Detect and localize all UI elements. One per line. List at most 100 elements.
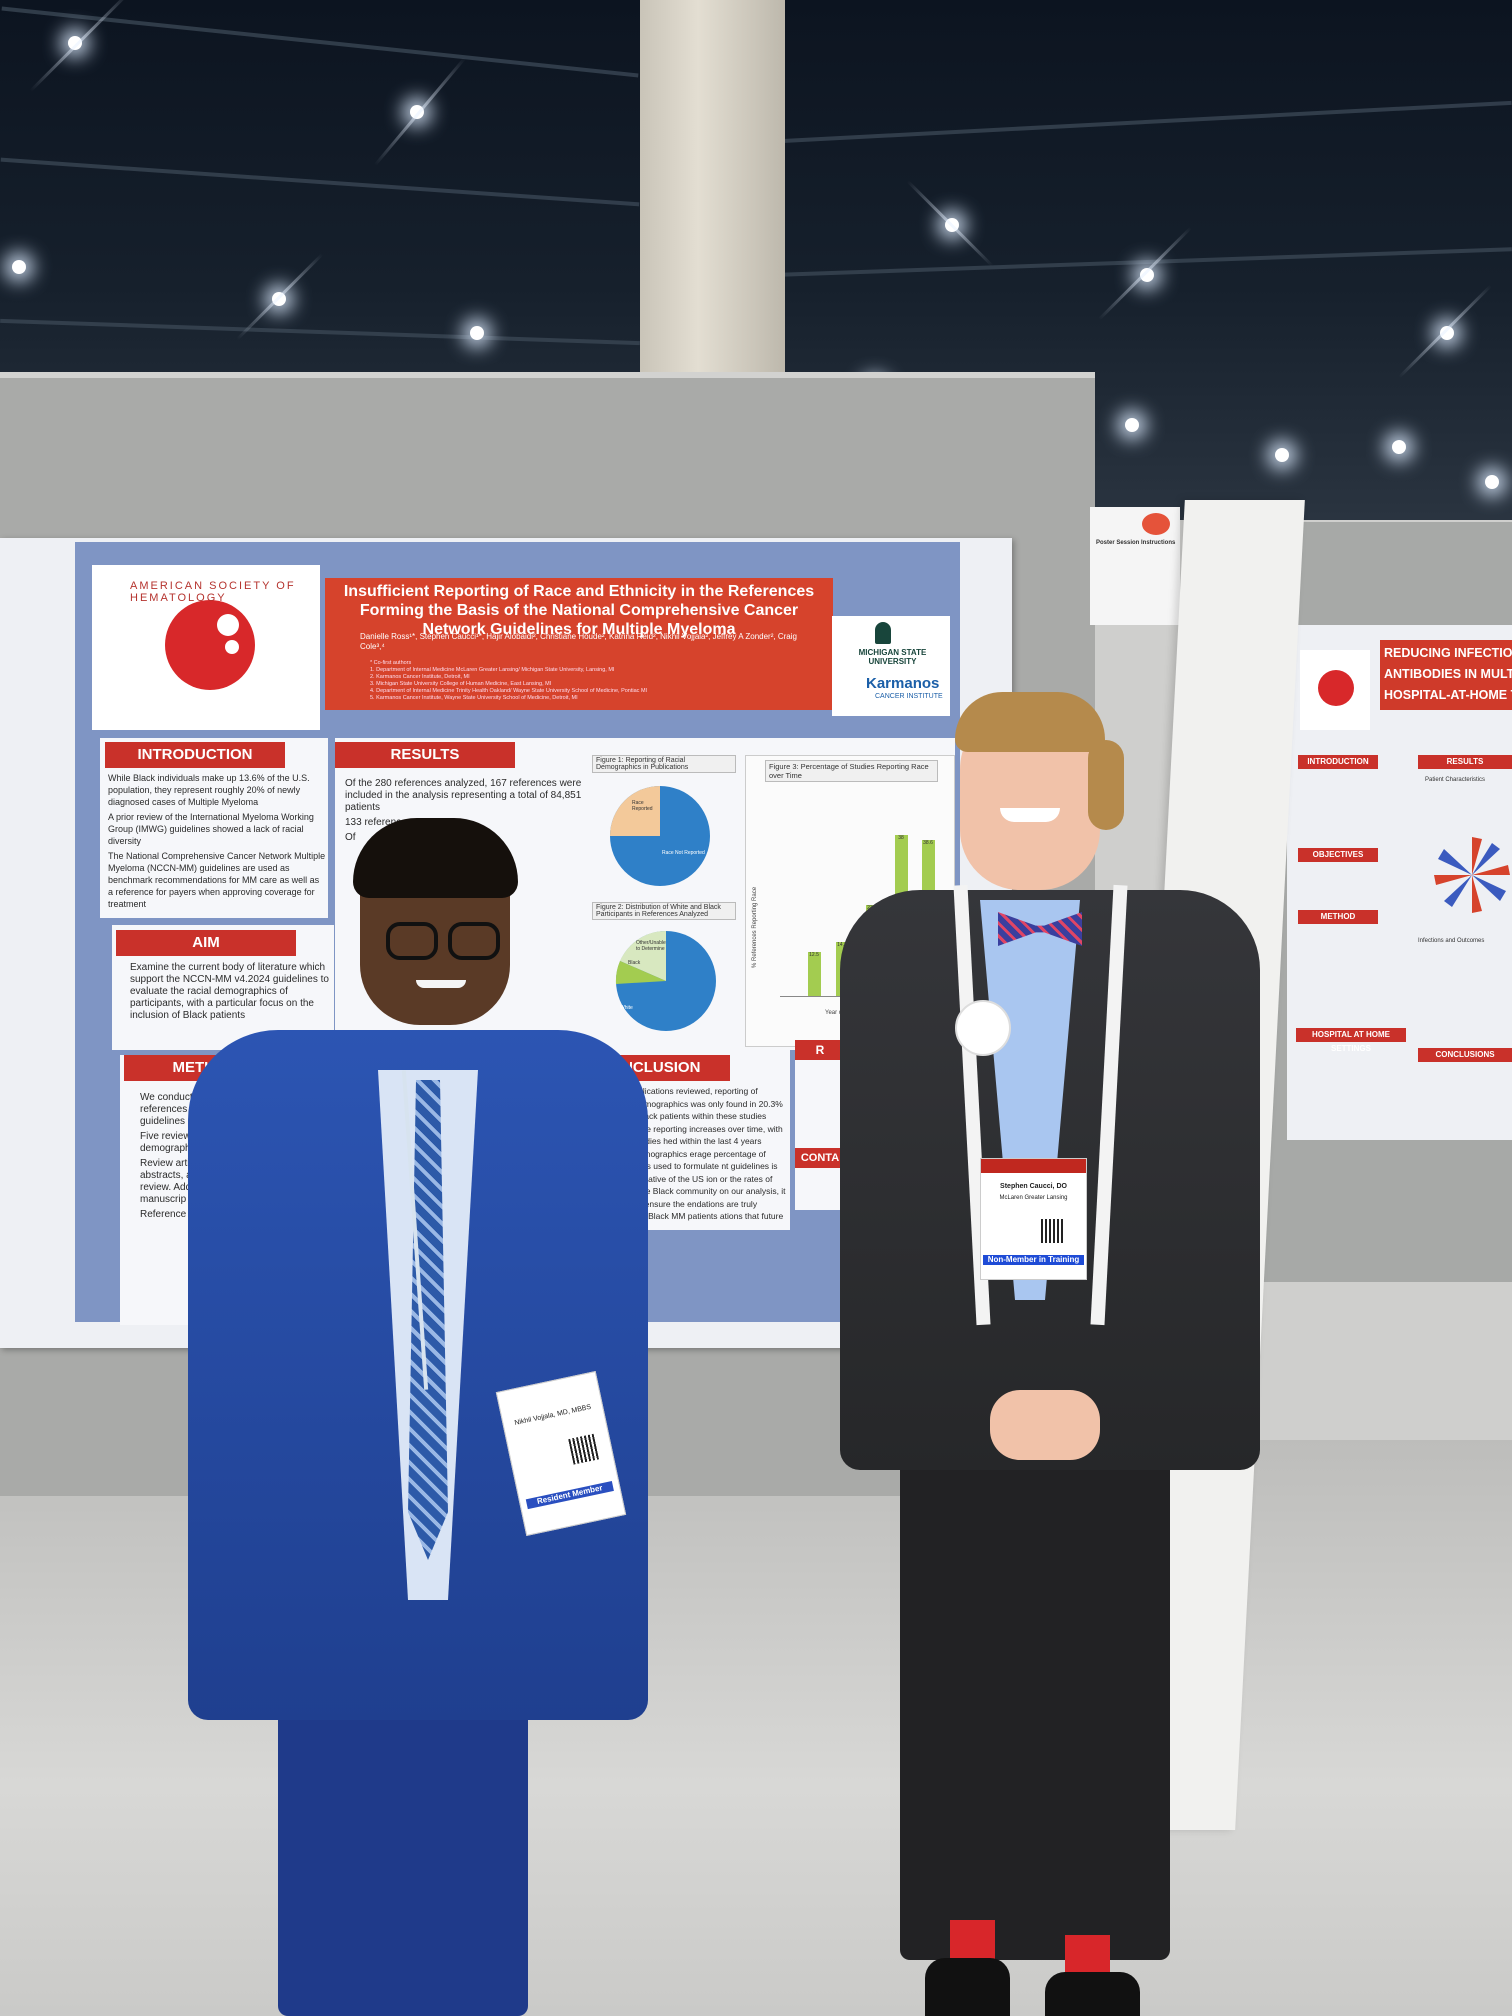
- hands: [990, 1390, 1100, 1460]
- shoe: [925, 1958, 1010, 2016]
- ash-logo-text: AMERICAN SOCIETY OF HEMATOLOGY: [130, 580, 296, 604]
- bar-value-label: 38.6: [923, 840, 933, 846]
- figure3-caption: Figure 3: Percentage of Studies Reportin…: [765, 760, 938, 782]
- pin-button: [955, 1000, 1011, 1056]
- contact-heading: CONTA: [795, 1148, 845, 1168]
- light-glare: [373, 56, 467, 167]
- affiliation: 3. Michigan State University College of …: [370, 681, 552, 687]
- poster2-title-line: ANTIBODIES IN MULTIPL: [1384, 667, 1512, 681]
- light-glare: [1097, 226, 1193, 321]
- bullet: A prior review of the International Myel…: [108, 812, 314, 846]
- badge-name: Nikhil Vojjala, MD, MBBS: [513, 1403, 592, 1427]
- figure3-bar: [808, 952, 821, 996]
- pie-label: Other/Unable to Determine: [636, 940, 666, 952]
- red-sock: [950, 1920, 995, 1960]
- conclusion-text: the 280 publications reviewed, reporting…: [598, 1086, 786, 1225]
- bullet: Of: [345, 832, 356, 843]
- figure2-caption: Figure 2: Distribution of White and Blac…: [592, 902, 736, 920]
- instruction-sheet: [1090, 507, 1180, 625]
- ceiling-truss: [1, 6, 639, 78]
- bullet: Examine the current body of literature w…: [130, 962, 329, 1021]
- ceiling-light: [470, 326, 484, 340]
- figure1-pie-chart: [610, 786, 710, 886]
- instruction-logo: [1142, 513, 1170, 535]
- cofirst-note: * Co-first authors: [370, 660, 412, 666]
- hair: [353, 818, 518, 898]
- bar-value-label: 38: [898, 835, 904, 841]
- poster2-radial-chart: [1434, 837, 1510, 913]
- badge-institution: McLaren Greater Lansing: [999, 1195, 1068, 1201]
- bar-value-label: 12.5: [809, 952, 819, 958]
- poster2-heading: METHOD: [1298, 910, 1378, 924]
- aim-text: Examine the current body of literature w…: [130, 962, 330, 1025]
- hair-ponytail: [1088, 740, 1124, 830]
- pie-label: Black: [628, 960, 641, 966]
- ceiling-truss: [0, 157, 640, 207]
- bullet: 133 references: [345, 817, 412, 828]
- poster2-title: REDUCING INFECTION ANTIBODIES IN MULTIPL…: [1384, 643, 1512, 706]
- hair: [955, 692, 1105, 752]
- results-text: Of the 280 references analyzed, 167 refe…: [345, 778, 585, 847]
- badge-header: [981, 1159, 1086, 1173]
- poster2-heading: OBJECTIVES: [1298, 848, 1378, 862]
- affiliation: 2. Karmanos Cancer Institute, Detroit, M…: [370, 674, 470, 680]
- red-sock: [1065, 1935, 1110, 1975]
- ceiling-light: [1275, 448, 1289, 462]
- ceiling-light: [1392, 440, 1406, 454]
- introduction-heading: INTRODUCTION: [105, 742, 285, 768]
- badge-name: Stephen Caucci, DO: [1000, 1183, 1067, 1190]
- poster2-title-band: [1380, 640, 1512, 710]
- poster2-title-line: HOSPITAL-AT-HOME TR: [1384, 688, 1512, 702]
- person-right: Stephen Caucci, DO McLaren Greater Lansi…: [840, 692, 1260, 2016]
- glasses-lens: [448, 922, 500, 960]
- person-left: Nikhil Vojjala, MD, MBBS Resident Member: [188, 818, 648, 2016]
- name-badge-right: Stephen Caucci, DO McLaren Greater Lansi…: [980, 1158, 1087, 1280]
- poster2-heading: CONCLUSIONS: [1418, 1048, 1512, 1062]
- ceiling-light: [1485, 475, 1499, 489]
- ceiling-truss: [780, 100, 1512, 144]
- shoe: [1045, 1972, 1140, 2016]
- spartan-helmet-icon: [875, 622, 891, 644]
- light-glare: [906, 180, 994, 267]
- bar-value-label: 14.6: [837, 942, 847, 948]
- figure2-pie-chart: [615, 930, 716, 1031]
- references-box: [795, 1040, 845, 1210]
- instruction-title: Poster Session Instructions: [1096, 540, 1176, 546]
- introduction-box: [100, 738, 328, 918]
- qr-code-icon: [568, 1433, 600, 1465]
- poster-title: Insufficient Reporting of Race and Ethni…: [343, 583, 815, 638]
- bullet: While Black individuals make up 13.6% of…: [108, 773, 310, 807]
- glasses-lens: [386, 922, 438, 960]
- karmanos-logo: Karmanos: [866, 675, 940, 692]
- results-heading: RESULTS: [335, 742, 515, 768]
- poster2-logo-mark: [1318, 670, 1354, 706]
- references-heading: R: [795, 1040, 845, 1060]
- poster2-subhead: Infections and Outcomes: [1418, 938, 1485, 944]
- smile: [416, 980, 466, 988]
- poster2-heading: RESULTS: [1418, 755, 1512, 769]
- ceiling-light: [12, 260, 26, 274]
- affiliation: 4. Department of Internal Medicine Trini…: [370, 688, 648, 694]
- affiliation: 5. Karmanos Cancer Institute, Wayne Stat…: [370, 695, 578, 701]
- ceiling-light: [1125, 418, 1139, 432]
- bullet: Of the 280 references analyzed, 167 refe…: [345, 778, 582, 813]
- msu-logo-text: MICHIGAN STATE UNIVERSITY: [858, 648, 927, 666]
- badge-strip: Non-Member in Training: [983, 1255, 1084, 1265]
- poster2-heading: HOSPITAL AT HOME SETTINGS: [1296, 1028, 1406, 1053]
- qr-code-icon: [1041, 1219, 1065, 1243]
- pie-label: White: [620, 1005, 633, 1011]
- poster-title-band: [325, 578, 833, 710]
- poster2-subhead: Patient Characteristics: [1425, 777, 1486, 783]
- bullet: The National Comprehensive Cancer Networ…: [108, 851, 326, 909]
- karmanos-subtitle: CANCER INSTITUTE: [875, 693, 943, 700]
- necktie: [408, 1080, 448, 1560]
- poster2-title-line: REDUCING INFECTION: [1384, 646, 1512, 660]
- light-glare: [1397, 284, 1493, 379]
- light-glare: [236, 253, 324, 340]
- trousers: [900, 1460, 1170, 1960]
- poster2-heading: INTRODUCTION: [1298, 755, 1378, 769]
- badge-strip: Resident Member: [525, 1481, 614, 1510]
- sponsor-logo-panel: [832, 616, 950, 716]
- ash-logo-dot: [217, 614, 239, 636]
- figure1-caption: Figure 1: Reporting of Racial Demographi…: [592, 755, 736, 773]
